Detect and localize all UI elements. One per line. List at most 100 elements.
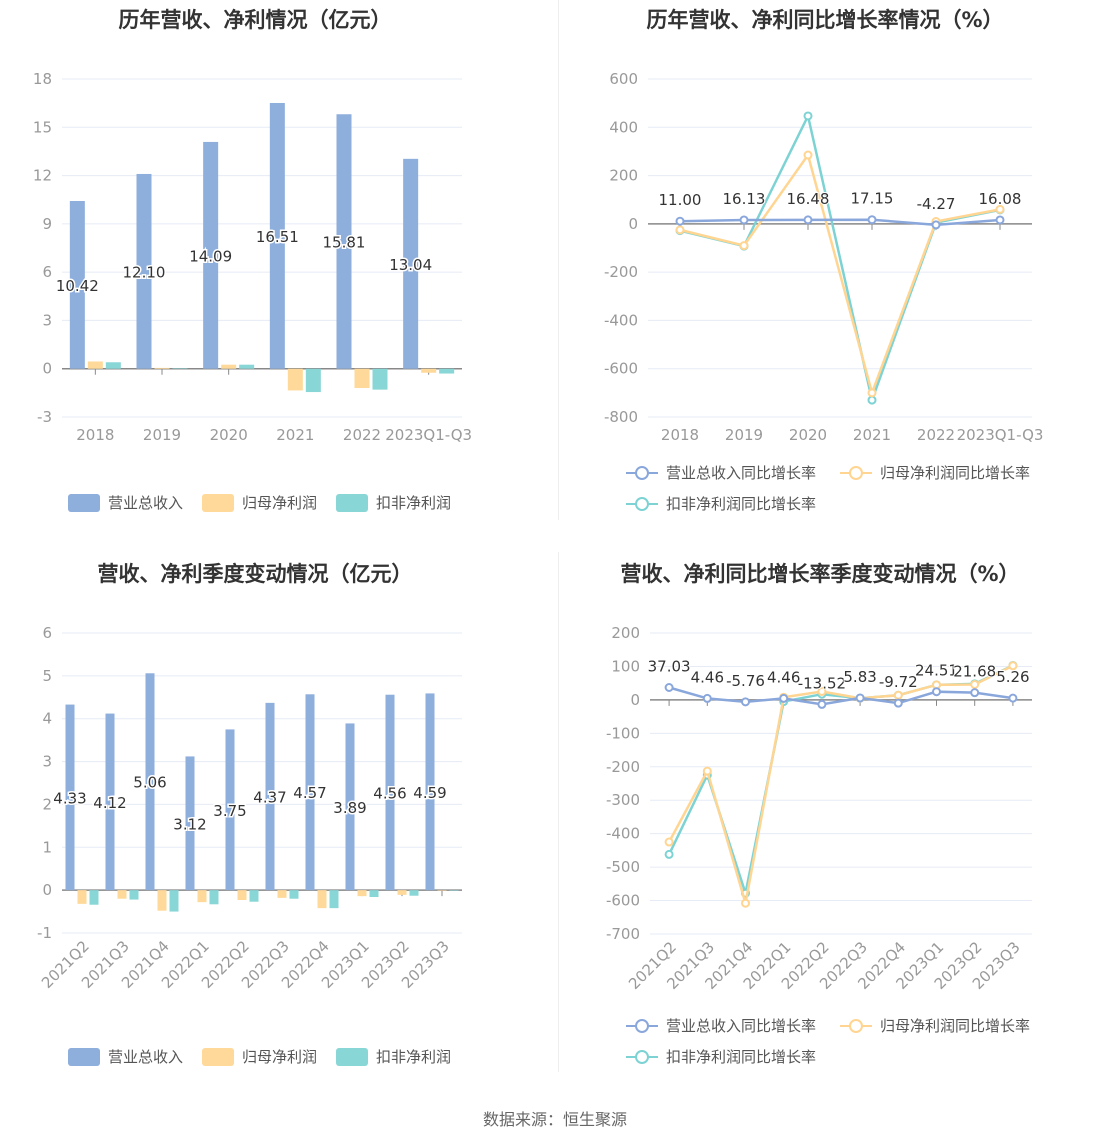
x-tick-label: 2020	[210, 426, 248, 444]
y-tick-label: -600	[606, 892, 640, 910]
bar-net-profit	[87, 361, 103, 369]
legend-line-marker-icon	[626, 1017, 658, 1035]
bar-revenue	[425, 693, 435, 891]
y-tick-label: -600	[604, 360, 638, 378]
y-tick-label: -800	[604, 408, 638, 426]
bar-deducted-profit	[305, 368, 321, 393]
series-line-0	[679, 218, 1001, 227]
data-point	[664, 683, 674, 693]
legend-item[interactable]: 营业总收入同比增长率	[626, 462, 816, 483]
data-point	[739, 241, 749, 251]
legend-item[interactable]: 营业总收入	[68, 1046, 183, 1067]
x-tick-label: 2019	[725, 426, 763, 444]
data-point	[932, 687, 941, 697]
bar-deducted-profit	[209, 890, 219, 905]
legend-label: 归母净利润同比增长率	[880, 1017, 1031, 1035]
bar-data-label: 4.56	[373, 784, 406, 802]
bar-revenue	[136, 173, 152, 369]
bar-revenue	[403, 158, 419, 369]
line-data-label: -5.76	[726, 672, 765, 690]
y-tick-label: 3	[42, 753, 52, 771]
bar-net-profit	[197, 890, 207, 903]
bar-data-label: 13.04	[389, 256, 432, 274]
line-data-label: -9.72	[879, 673, 918, 691]
legend-item[interactable]: 营业总收入	[68, 492, 183, 513]
bar-deducted-profit	[369, 890, 379, 897]
bar-revenue	[65, 704, 75, 891]
line-data-label: 17.15	[851, 190, 894, 208]
x-tick-label: 2020	[789, 426, 827, 444]
bar-net-profit	[157, 890, 167, 911]
y-tick-label: 100	[611, 657, 640, 675]
legend-label: 营业总收入同比增长率	[666, 464, 817, 482]
bar-revenue	[185, 756, 195, 891]
line-data-label: 11.00	[659, 191, 702, 209]
bar-deducted-profit	[249, 890, 259, 902]
bar-deducted-profit	[89, 890, 99, 905]
y-tick-label: 9	[42, 215, 52, 233]
data-point	[867, 388, 877, 398]
data-point	[817, 699, 827, 709]
data-point	[817, 687, 827, 697]
bar-net-profit	[397, 890, 407, 895]
bar-data-label: 5.06	[133, 774, 166, 792]
bar-net-profit	[154, 367, 170, 369]
data-point	[675, 216, 685, 226]
legend-item[interactable]: 扣非净利润	[336, 1046, 451, 1067]
x-tick-label: 2021	[276, 426, 314, 444]
legend-label: 归母净利润	[242, 1048, 318, 1066]
chart-title-quarterly-revenue: 营收、净利季度变动情况（亿元）	[97, 562, 413, 586]
data-point	[702, 766, 712, 776]
x-tick-label: 2018	[661, 426, 699, 444]
line-data-label: 16.08	[979, 190, 1022, 208]
bar-deducted-profit	[289, 890, 299, 899]
x-tick-label: 2019	[143, 426, 181, 444]
legend-label: 归母净利润	[242, 494, 318, 512]
data-point	[741, 697, 750, 707]
data-point	[867, 215, 877, 225]
y-tick-label: 3	[42, 311, 52, 329]
legend-swatch	[202, 493, 234, 512]
y-tick-label: 0	[42, 881, 52, 899]
legend-item[interactable]: 归母净利润同比增长率	[840, 462, 1030, 483]
bar-revenue	[385, 694, 395, 891]
data-point	[702, 693, 712, 703]
bar-net-profit	[277, 890, 287, 898]
data-point	[675, 225, 685, 235]
y-tick-label: -400	[606, 825, 640, 843]
y-tick-label: 18	[33, 70, 52, 88]
legend-item[interactable]: 扣非净利润	[336, 492, 451, 513]
bar-net-profit	[317, 890, 327, 909]
legend-line-marker-icon	[626, 495, 658, 513]
bar-data-label: 4.12	[93, 794, 126, 812]
legend-label: 扣非净利润	[376, 494, 452, 512]
bar-data-label: 16.51	[256, 228, 299, 246]
legend-item[interactable]: 扣非净利润同比增长率	[626, 1046, 816, 1067]
bar-data-label: 4.59	[413, 784, 446, 802]
bar-net-profit	[354, 368, 370, 389]
bar-data-label: 15.81	[323, 233, 366, 251]
y-tick-label: 4	[42, 710, 52, 728]
bar-deducted-profit	[329, 890, 339, 909]
chart-2: -101234562021Q22021Q32021Q42022Q12022Q22…	[37, 624, 462, 992]
legend-line-marker-icon	[626, 464, 658, 482]
legend-item[interactable]: 归母净利润	[202, 492, 317, 513]
bar-revenue	[305, 694, 315, 891]
legend-line-marker-icon	[840, 1017, 872, 1035]
data-point	[739, 215, 749, 225]
chart-1: -800 -600 -400 -200 0 200 400 600 2018 2019 2020 20…	[604, 70, 1043, 444]
y-tick-label: 0	[630, 691, 640, 709]
legend-item[interactable]: 扣非净利润同比增长率	[626, 493, 816, 514]
bar-deducted-profit	[105, 362, 121, 369]
legend-item[interactable]: 归母净利润同比增长率	[840, 1015, 1030, 1036]
legend-item[interactable]: 归母净利润	[202, 1046, 317, 1067]
bar-revenue	[265, 702, 275, 891]
bar-revenue	[69, 201, 85, 369]
bar-deducted-profit	[439, 368, 455, 374]
bar-deducted-profit	[372, 368, 388, 390]
legend-item[interactable]: 营业总收入同比增长率	[626, 1015, 816, 1036]
x-tick-label: 2018	[76, 426, 114, 444]
line-data-label: 5.26	[996, 668, 1029, 686]
chart-3: -700-600-500-400-300-200-10001002002021Q…	[606, 624, 1032, 993]
